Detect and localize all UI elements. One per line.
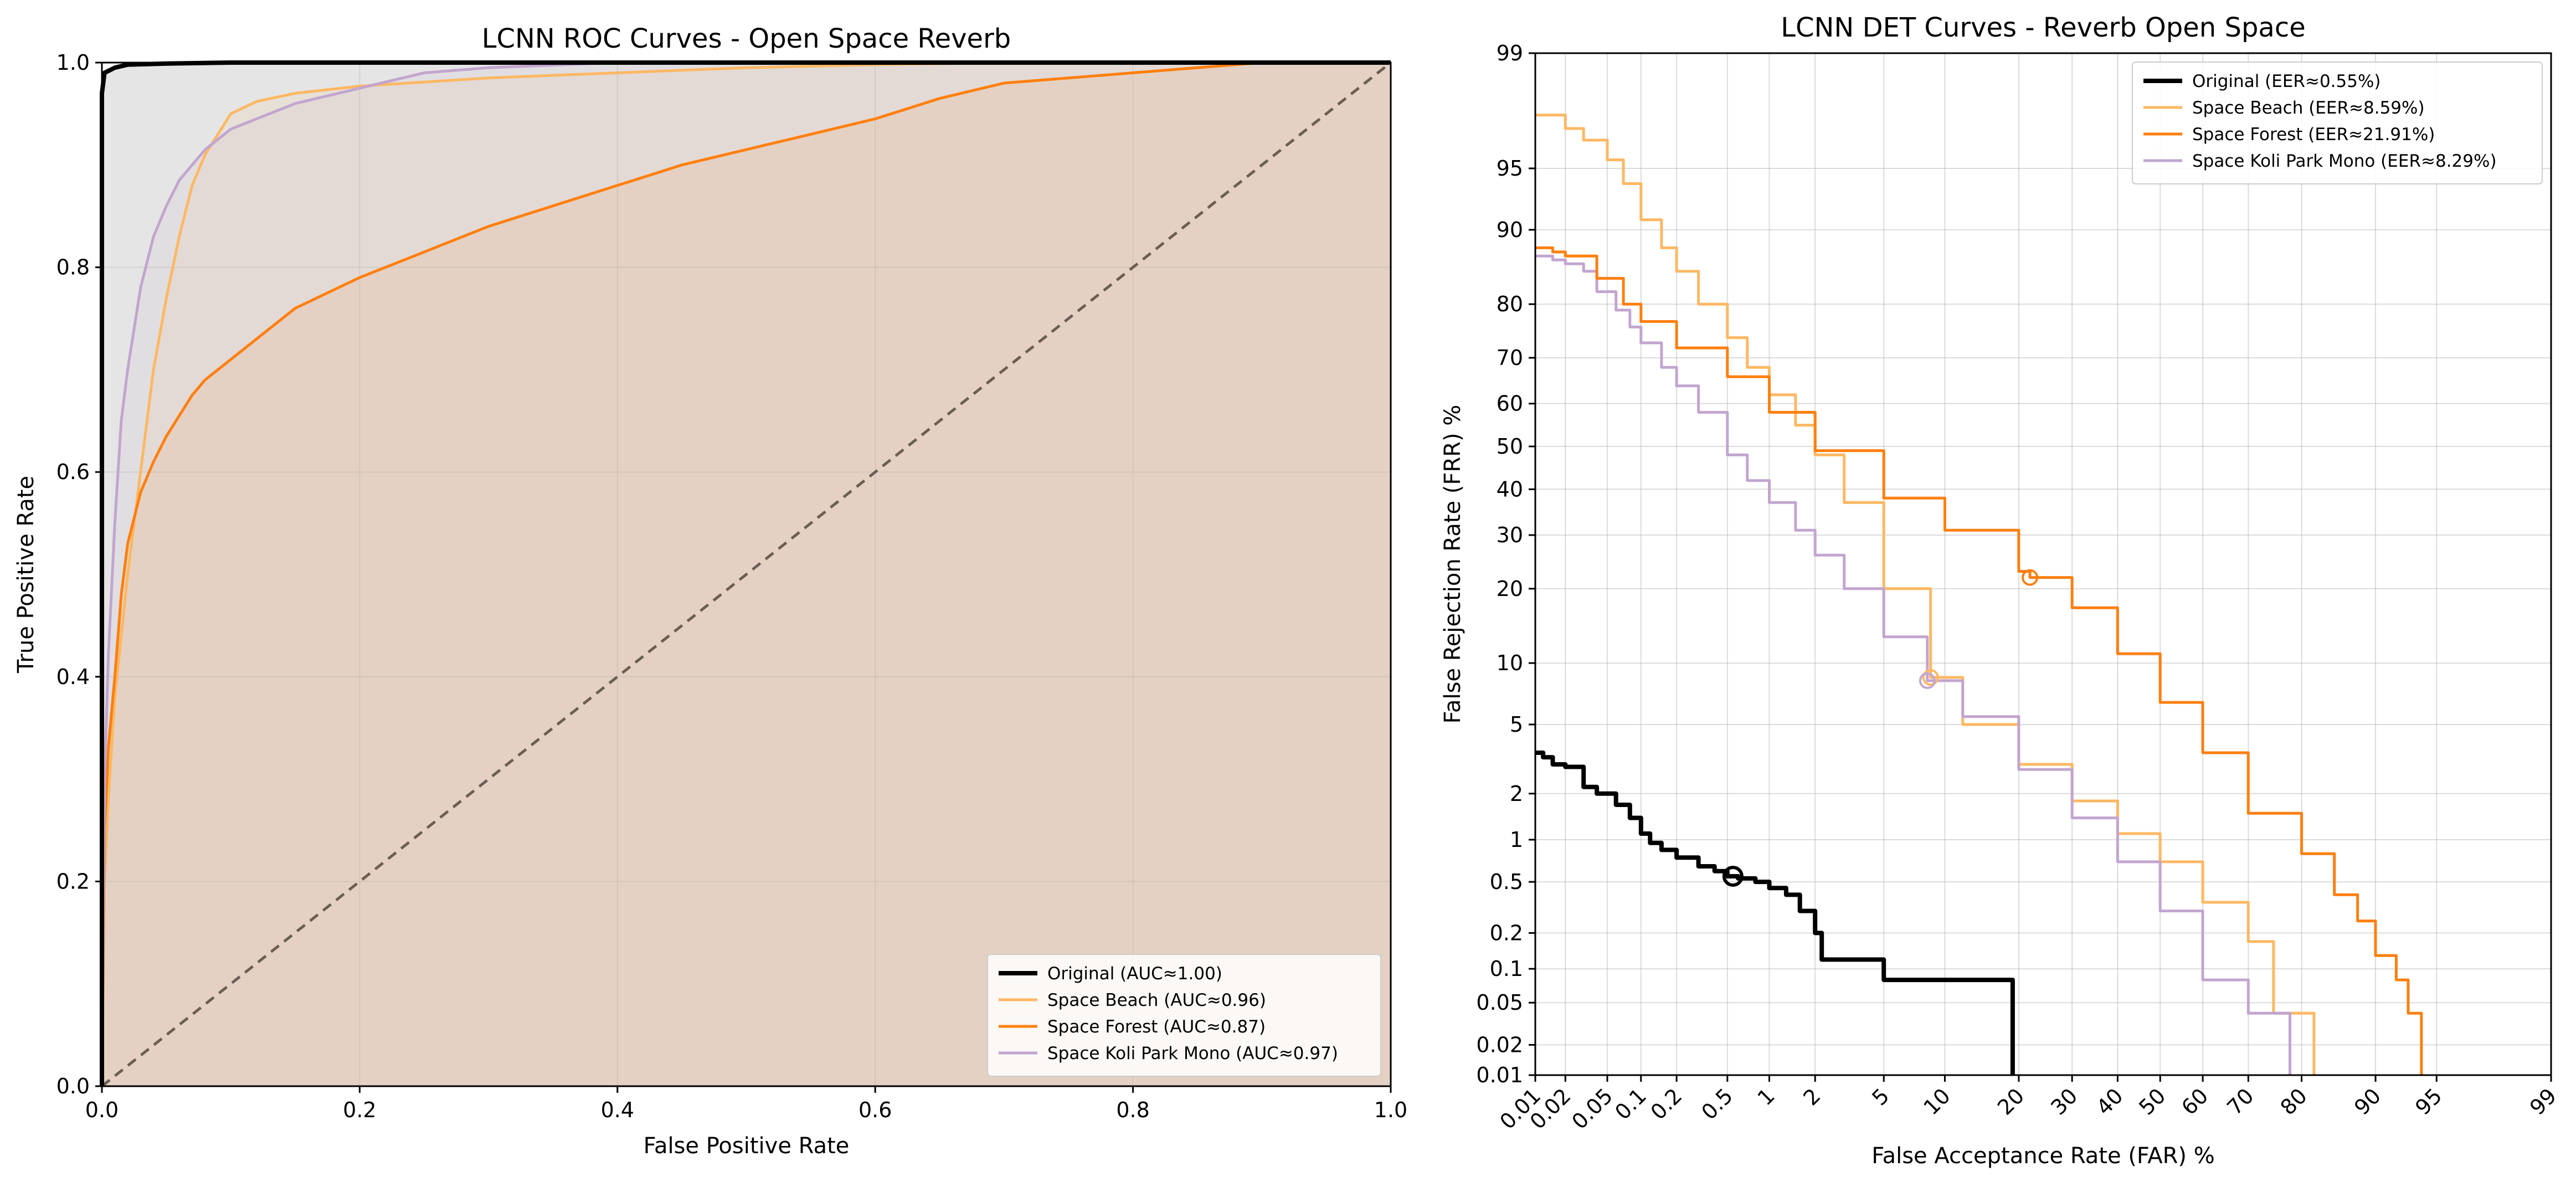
roc-chance-line <box>101 61 1392 1087</box>
det-y-tick-label: 1 <box>1510 828 1523 852</box>
roc-chart-title: LCNN ROC Curves - Open Space Reverb <box>482 23 1011 54</box>
roc-x-tick-label: 0.6 <box>858 1098 892 1122</box>
roc-y-tick-label: 0.8 <box>56 255 90 280</box>
det-x-tick-label: 99 <box>2525 1083 2561 1119</box>
det-y-tick-label: 20 <box>1497 577 1523 601</box>
det-x-tick-label: 40 <box>2091 1083 2127 1119</box>
det-y-tick-label: 0.01 <box>1476 1063 1523 1087</box>
roc-chart: LCNN ROC Curves - Open Space Reverb Fals… <box>13 23 1407 1159</box>
det-x-tick-label: 30 <box>2046 1083 2082 1119</box>
det-series-line-2 <box>1535 246 2423 1075</box>
det-series-line-0 <box>1535 751 2015 1075</box>
roc-series-line-2 <box>100 61 1391 1087</box>
det-y-tick-label: 40 <box>1497 477 1523 501</box>
det-x-tick-label: 2 <box>1798 1083 1825 1110</box>
det-eer-marker-3 <box>1919 672 1936 689</box>
det-y-axis-label: False Rejection Rate (FRR) % <box>1440 405 1466 724</box>
det-x-tick-label: 70 <box>2222 1083 2258 1119</box>
roc-y-tick-label: 0.6 <box>56 460 90 484</box>
det-y-tick-label: 0.1 <box>1490 957 1523 981</box>
det-x-tick-label: 60 <box>2177 1083 2213 1119</box>
roc-x-tick-label: 0.8 <box>1116 1098 1149 1122</box>
roc-legend-frame <box>987 954 1381 1077</box>
det-x-tick-label: 50 <box>2134 1083 2170 1119</box>
det-y-tick-label: 99 <box>1497 41 1523 65</box>
det-y-tick-label: 0.02 <box>1476 1032 1523 1057</box>
det-x-tick-label: 90 <box>2349 1083 2385 1119</box>
roc-axes-frame <box>101 61 1392 1087</box>
det-x-axis-label: False Acceptance Rate (FAR) % <box>1871 1143 2215 1169</box>
det-legend-label: Space Beach (EER≈8.59%) <box>2192 98 2425 118</box>
roc-y-tick-label: 1.0 <box>56 50 90 75</box>
det-legend-frame <box>2132 61 2543 184</box>
det-series-line-1 <box>1535 114 2316 1075</box>
det-plot-background <box>1535 53 2551 1075</box>
det-eer-marker-2 <box>2022 569 2039 586</box>
det-y-tick-label: 0.05 <box>1476 990 1523 1015</box>
det-x-tick-label: 0.1 <box>1610 1083 1651 1124</box>
roc-legend-label: Original (AUC≈1.00) <box>1047 964 1222 984</box>
roc-y-tick-label: 0.2 <box>56 869 90 893</box>
det-x-tick-label: 20 <box>1993 1083 2029 1119</box>
roc-x-tick-label: 1.0 <box>1374 1098 1407 1122</box>
det-y-tick-label: 0.5 <box>1490 870 1523 894</box>
det-eer-marker-1 <box>1922 669 1939 686</box>
roc-y-tick-label: 0.0 <box>56 1074 90 1098</box>
det-chart: LCNN DET Curves - Reverb Open Space Fals… <box>1440 12 2561 1169</box>
roc-legend: Original (AUC≈1.00) Space Beach (AUC≈0.96… <box>987 954 1381 1077</box>
det-y-tick-label: 10 <box>1497 651 1523 675</box>
det-legend-label: Space Forest (EER≈21.91%) <box>2192 125 2435 145</box>
det-x-tick-label: 80 <box>2276 1083 2312 1119</box>
det-y-tick-label: 80 <box>1497 292 1523 316</box>
det-x-tick-label: 0.05 <box>1567 1083 1617 1134</box>
det-y-tick-label: 95 <box>1497 156 1523 181</box>
det-x-tick-label: 0.2 <box>1646 1083 1687 1124</box>
det-x-tick-label: 10 <box>1919 1083 1955 1119</box>
det-legend-label: Space Koli Park Mono (EER≈8.29%) <box>2192 151 2497 171</box>
det-x-tick-label: 5 <box>1867 1083 1894 1110</box>
roc-legend-label: Space Forest (AUC≈0.87) <box>1047 1017 1266 1037</box>
det-y-tick-label: 50 <box>1497 434 1523 459</box>
det-eer-marker-0 <box>1722 865 1744 887</box>
det-axes-frame <box>1534 52 2552 1076</box>
det-y-tick-label: 5 <box>1510 712 1523 737</box>
det-plot-area: 0.010.020.050.10.2 0.5 1 2 5 10 20 30 40 50 60 70 80… <box>1476 41 2561 1134</box>
det-y-tick-label: 60 <box>1497 392 1523 416</box>
det-y-tick-label: 70 <box>1497 346 1523 370</box>
roc-x-tick-label: 0.4 <box>601 1098 634 1122</box>
roc-x-tick-label: 0.2 <box>343 1098 376 1122</box>
det-x-tick-label: 95 <box>2410 1083 2446 1119</box>
det-x-tick-label: 1 <box>1753 1083 1780 1110</box>
det-chart-title: LCNN DET Curves - Reverb Open Space <box>1781 12 2306 43</box>
det-y-tick-label: 0.2 <box>1490 921 1523 945</box>
det-legend-label: Original (EER≈0.55%) <box>2192 71 2381 91</box>
roc-legend-label: Space Koli Park Mono (AUC≈0.97) <box>1047 1044 1338 1063</box>
det-y-tick-label: 2 <box>1510 782 1523 806</box>
roc-plot-area: 0.0 0.2 0.4 0.6 0.8 1.0 0.0 0.2 0.4 0.6 0.8 1.0 <box>56 50 1408 1122</box>
det-y-tick-label: 30 <box>1497 523 1523 547</box>
roc-x-tick-label: 0.0 <box>85 1098 119 1122</box>
roc-series-line-3 <box>100 61 1391 1087</box>
roc-y-tick-label: 0.4 <box>56 665 90 689</box>
roc-y-axis-label: True Positive Rate <box>13 476 39 674</box>
det-series-line-3 <box>1535 254 2291 1075</box>
roc-legend-label: Space Beach (AUC≈0.96) <box>1047 990 1266 1010</box>
det-x-tick-label: 0.5 <box>1696 1083 1737 1124</box>
det-legend: Original (EER≈0.55%) Space Beach (EER≈8.5… <box>2132 61 2543 184</box>
det-y-tick-label: 90 <box>1497 218 1523 242</box>
roc-x-axis-label: False Positive Rate <box>644 1133 850 1159</box>
